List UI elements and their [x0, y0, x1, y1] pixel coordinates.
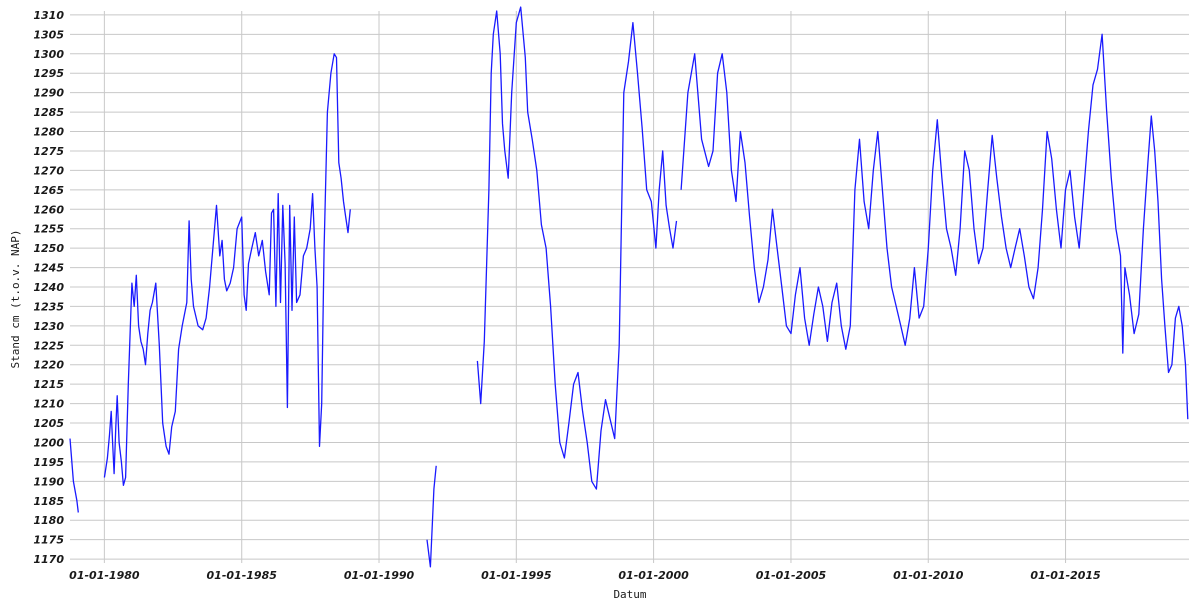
y-tick-label: 1265: [33, 184, 64, 197]
y-tick-label: 1180: [33, 514, 64, 527]
x-tick-label: 01-01-2015: [1030, 569, 1101, 582]
y-tick-label: 1195: [33, 456, 64, 469]
series-line-segment: [680, 33, 1189, 420]
x-tick-label: 01-01-1995: [481, 569, 552, 582]
y-tick-label: 1270: [33, 164, 64, 177]
y-tick-label: 1260: [33, 203, 64, 216]
y-tick-label: 1250: [33, 242, 64, 255]
y-tick-label: 1300: [33, 48, 64, 61]
y-tick-label: 1200: [33, 436, 64, 449]
y-tick-label: 1245: [33, 262, 64, 275]
x-tick-label: 01-01-2000: [618, 569, 689, 582]
series-line-segment: [103, 53, 351, 486]
y-tick-label: 1205: [33, 417, 64, 430]
x-tick-label: 01-01-1980: [69, 569, 140, 582]
y-tick-label: 1235: [33, 300, 64, 313]
series-line-segment: [426, 465, 437, 568]
y-tick-label: 1170: [33, 553, 64, 566]
y-tick-label: 1275: [33, 145, 64, 158]
y-tick-label: 1230: [33, 320, 64, 333]
x-tick-label: 01-01-2010: [893, 569, 964, 582]
y-tick-label: 1175: [33, 534, 64, 547]
y-tick-label: 1240: [33, 281, 64, 294]
series-layer: [69, 6, 1189, 568]
y-tick-label: 1210: [33, 398, 64, 411]
y-tick-label: 1185: [33, 495, 64, 508]
x-axis-title: Datum: [613, 588, 646, 601]
x-tick-labels: 01-01-1980 01-01-1985 01-01-1990 01-01-1995…: [69, 569, 1101, 582]
y-gridlines: [70, 14, 1189, 560]
y-axis-title: Stand cm (t.o.v. NAP): [9, 229, 22, 368]
y-tick-labels: 1170 1175 1180 1185 1190 1195 1200 1205 1210 1215…: [33, 9, 64, 566]
y-tick-label: 1310: [33, 9, 64, 22]
y-tick-label: 1225: [33, 339, 64, 352]
series-line-segment: [476, 6, 678, 490]
y-tick-label: 1255: [33, 223, 64, 236]
x-tick-label: 01-01-2005: [756, 569, 827, 582]
y-tick-label: 1285: [33, 106, 64, 119]
y-tick-label: 1295: [33, 67, 64, 80]
x-tick-label: 01-01-1985: [207, 569, 278, 582]
x-tick-label: 01-01-1990: [344, 569, 415, 582]
y-tick-label: 1280: [33, 126, 64, 139]
y-tick-label: 1290: [33, 87, 64, 100]
series-line-segment: [69, 438, 79, 513]
y-tick-label: 1190: [33, 475, 64, 488]
y-tick-label: 1305: [33, 28, 64, 41]
y-tick-label: 1220: [33, 359, 64, 372]
x-gridlines: [103, 11, 1067, 563]
y-tick-label: 1215: [33, 378, 64, 391]
